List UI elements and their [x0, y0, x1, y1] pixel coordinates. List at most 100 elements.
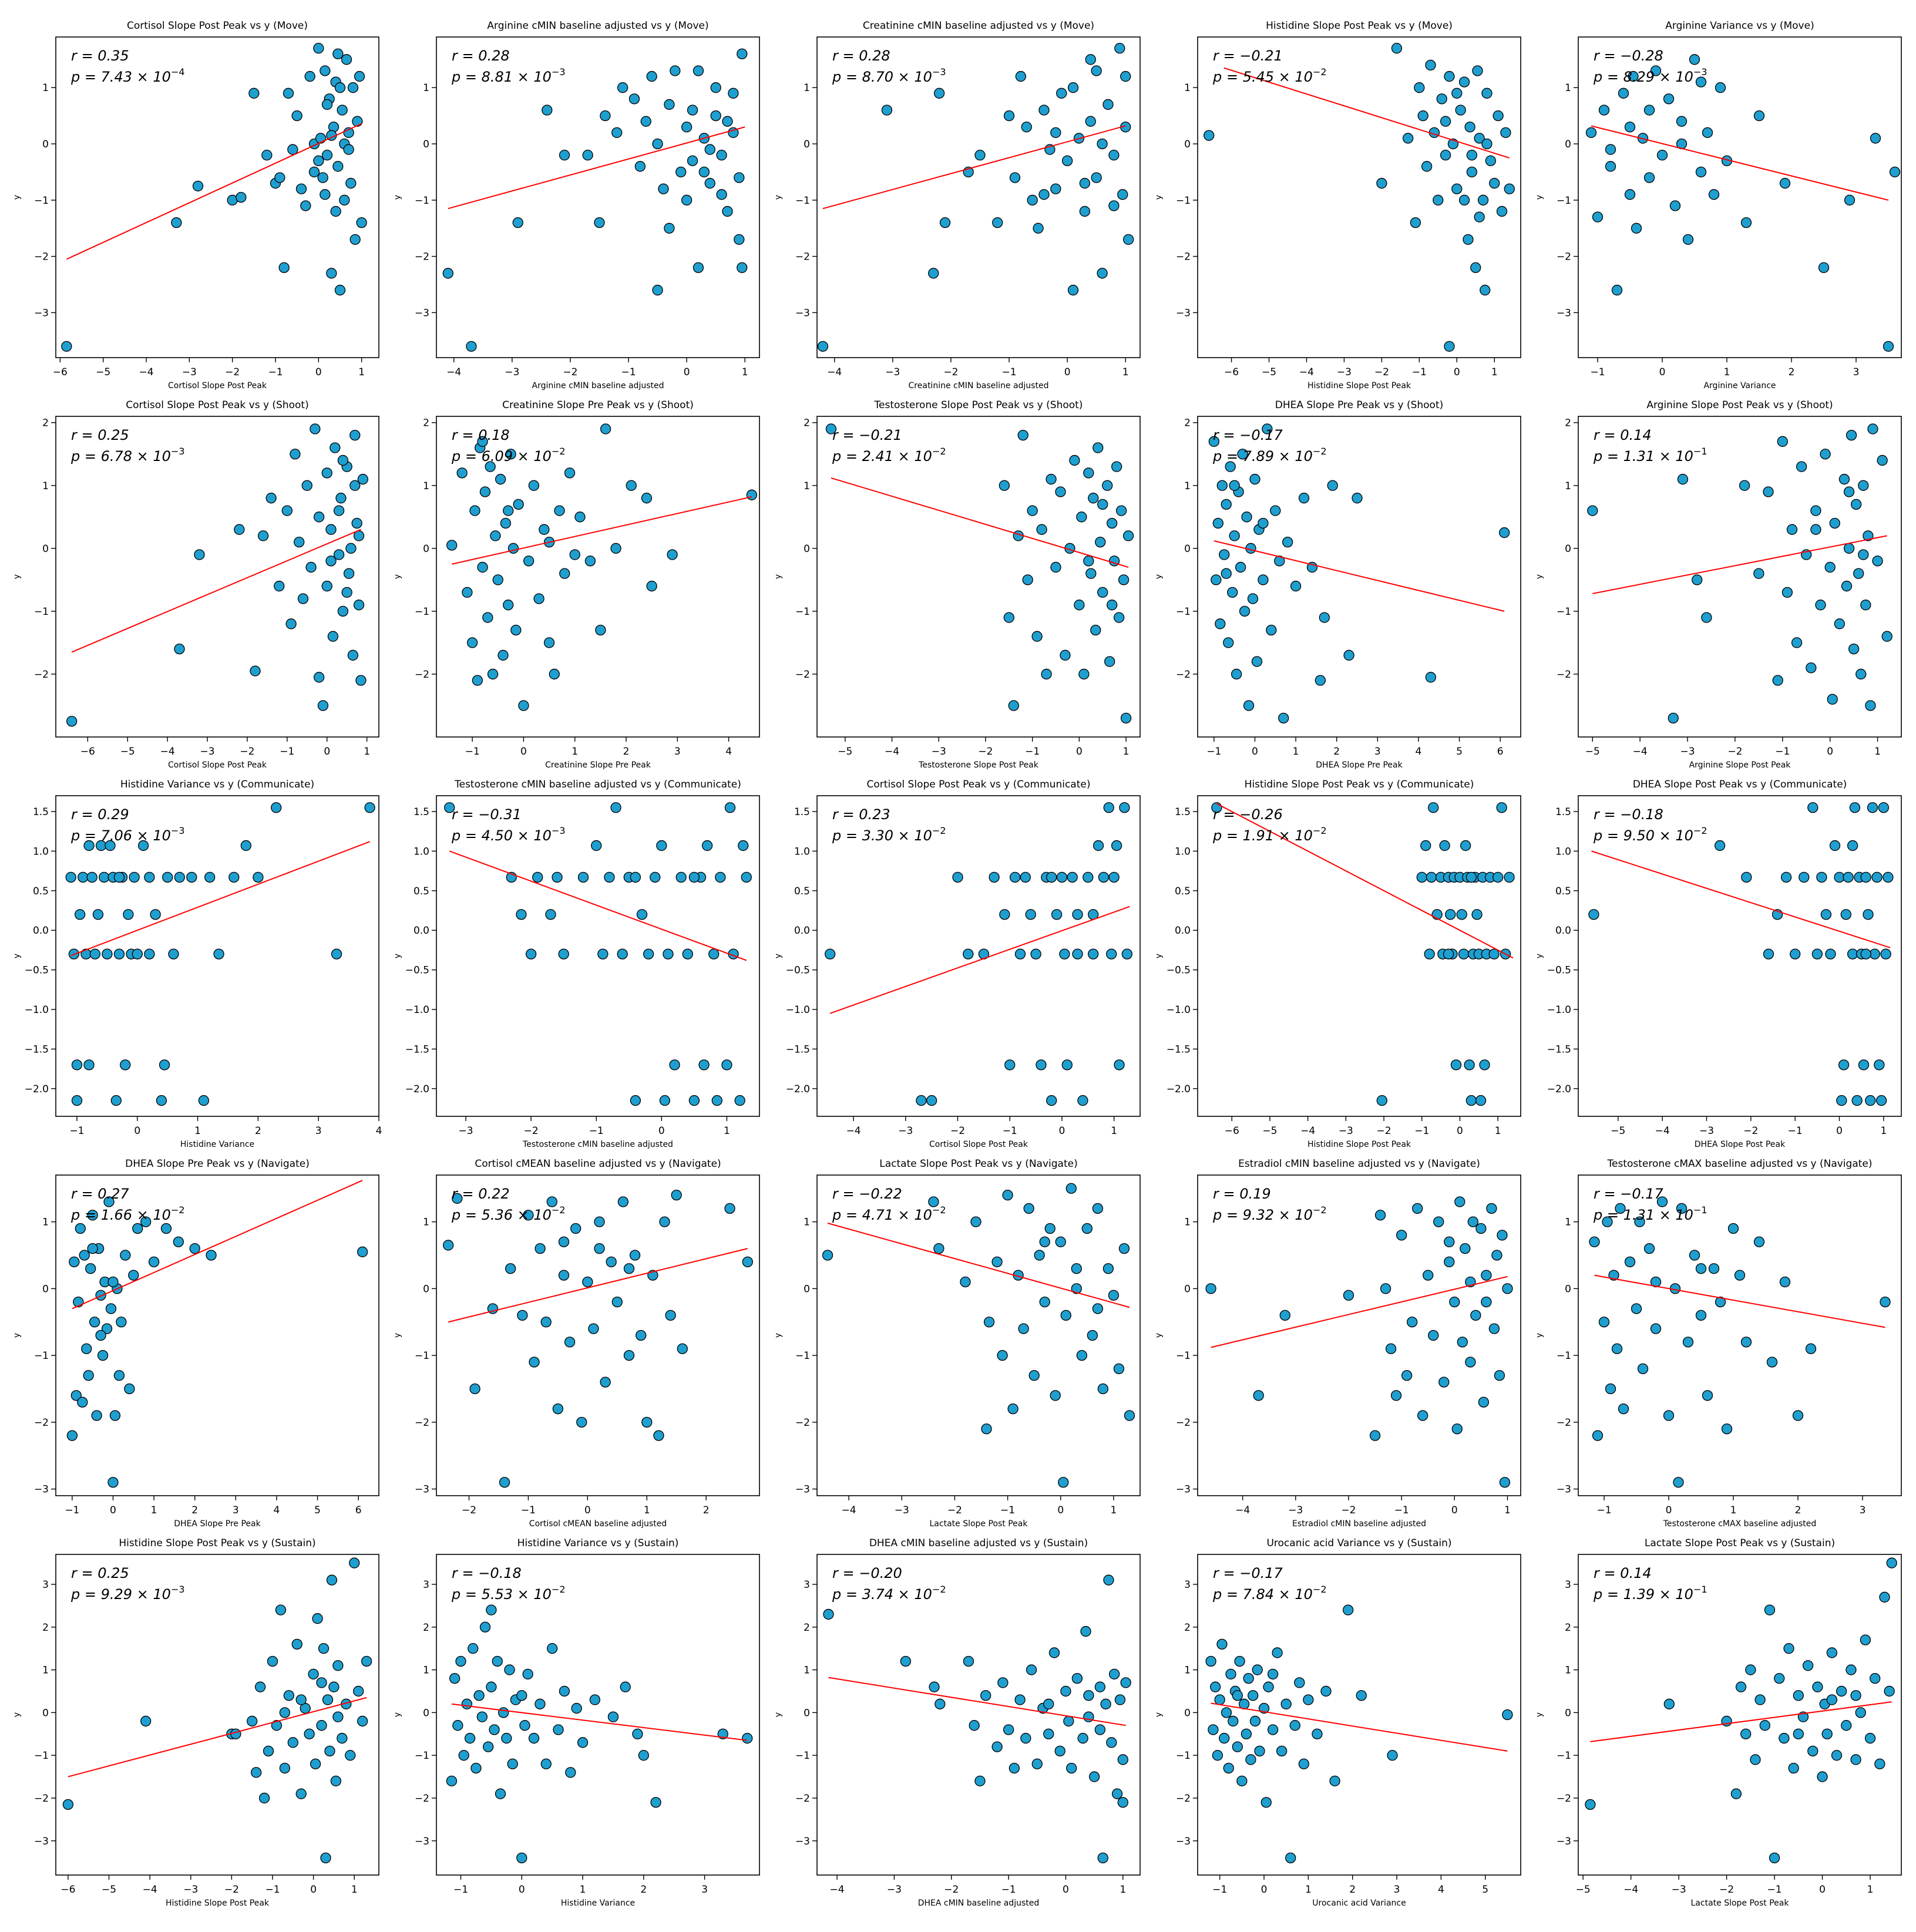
scatter-panel: Creatinine Slope Pre Peak vs y (Shoot) −1…	[393, 399, 760, 770]
data-point	[1225, 461, 1236, 472]
x-tick-label: 1	[644, 1504, 650, 1516]
y-tick-label: 1	[1565, 1665, 1571, 1677]
data-point	[525, 948, 537, 960]
y-tick-label: 1.0	[1555, 846, 1571, 857]
data-point	[80, 948, 92, 960]
data-point	[1117, 189, 1128, 200]
data-point	[1041, 668, 1052, 680]
data-point	[1387, 1750, 1398, 1761]
data-point	[321, 580, 332, 592]
plot-frame	[816, 795, 1141, 1117]
data-point	[1017, 429, 1028, 441]
x-tick-label: −1	[65, 1504, 79, 1516]
data-point	[1252, 1664, 1263, 1675]
data-point	[144, 871, 155, 883]
data-point	[1702, 127, 1713, 138]
data-point	[234, 524, 245, 535]
data-point	[1008, 700, 1019, 711]
data-point	[1094, 1681, 1106, 1692]
x-tick-label: −5	[1576, 1884, 1591, 1896]
r-annotation: r = 0.27	[71, 1186, 129, 1202]
data-point	[564, 467, 576, 479]
data-point	[345, 1750, 356, 1761]
data-point	[626, 480, 637, 491]
data-point	[543, 637, 555, 648]
regression-line	[71, 529, 361, 653]
x-tick-label: 0	[584, 1504, 591, 1516]
data-point	[1433, 1216, 1444, 1227]
x-tick-label: 4	[274, 1504, 280, 1516]
data-point	[1618, 87, 1629, 99]
data-point	[741, 871, 752, 883]
data-point	[1663, 1698, 1675, 1709]
regression-line	[829, 906, 1130, 1014]
data-point	[591, 840, 602, 851]
data-point	[1764, 1604, 1776, 1615]
regression-line	[451, 1703, 748, 1741]
data-point	[1650, 1276, 1662, 1288]
x-tick-label: 0	[1059, 1125, 1065, 1137]
data-point	[1786, 524, 1798, 535]
data-point	[1848, 643, 1860, 655]
data-point	[553, 1724, 564, 1735]
data-point	[1097, 1852, 1108, 1864]
r-annotation: r = 0.25	[71, 1565, 129, 1581]
data-point	[1059, 948, 1070, 960]
x-axis-label: Creatinine Slope Pre Peak	[545, 760, 651, 770]
y-tick-label: −1.5	[1167, 1044, 1191, 1055]
data-point	[1650, 1323, 1662, 1334]
data-point	[728, 127, 739, 138]
data-point	[1825, 948, 1836, 960]
y-tick-label: −3	[795, 1484, 810, 1496]
data-point	[473, 1690, 485, 1701]
data-point	[1278, 712, 1289, 724]
data-point	[1092, 1203, 1104, 1214]
data-point	[539, 524, 550, 535]
data-point	[1102, 99, 1114, 110]
data-point	[1060, 1310, 1071, 1321]
x-axis-label: Histidine Slope Post Peak	[166, 1899, 270, 1908]
data-point	[1714, 840, 1726, 851]
data-point	[597, 948, 609, 960]
data-point	[443, 1240, 454, 1251]
data-point	[611, 1296, 623, 1308]
data-point	[66, 1430, 78, 1441]
data-point	[120, 1059, 131, 1071]
data-point	[991, 1741, 1003, 1752]
data-point	[1677, 473, 1689, 485]
data-point	[1243, 700, 1255, 711]
y-tick-label: −2	[1557, 1793, 1571, 1805]
chart-title: DHEA Slope Pre Peak vs y (Navigate)	[125, 1158, 310, 1170]
data-point	[274, 580, 285, 592]
data-point	[487, 668, 499, 680]
r-annotation: r = 0.25	[71, 427, 129, 443]
data-point	[688, 1095, 700, 1106]
data-point	[669, 1059, 680, 1071]
x-tick-label: 2	[255, 1125, 261, 1137]
data-point	[606, 1256, 617, 1268]
data-point	[822, 1250, 833, 1261]
data-point	[1108, 1290, 1120, 1301]
data-point	[636, 1329, 647, 1341]
data-point	[123, 909, 134, 920]
data-point	[1470, 1310, 1481, 1321]
data-point	[461, 1698, 473, 1709]
x-axis-label: Testosterone cMIN baseline adjusted	[522, 1140, 673, 1149]
data-point	[1097, 138, 1108, 150]
data-point	[926, 1095, 937, 1106]
plot-area	[1585, 1557, 1897, 1864]
data-point	[1791, 637, 1803, 648]
data-point	[1727, 1223, 1739, 1234]
data-point	[825, 423, 837, 435]
data-point	[617, 82, 628, 93]
y-tick-label: −2	[34, 1793, 49, 1805]
data-point	[933, 1243, 944, 1254]
data-point	[1033, 223, 1044, 234]
data-point	[1258, 517, 1269, 529]
data-point	[738, 840, 749, 851]
data-point	[1401, 1370, 1413, 1381]
x-tick-label: −5	[96, 366, 110, 378]
data-point	[1034, 1250, 1045, 1261]
data-point	[710, 110, 721, 122]
